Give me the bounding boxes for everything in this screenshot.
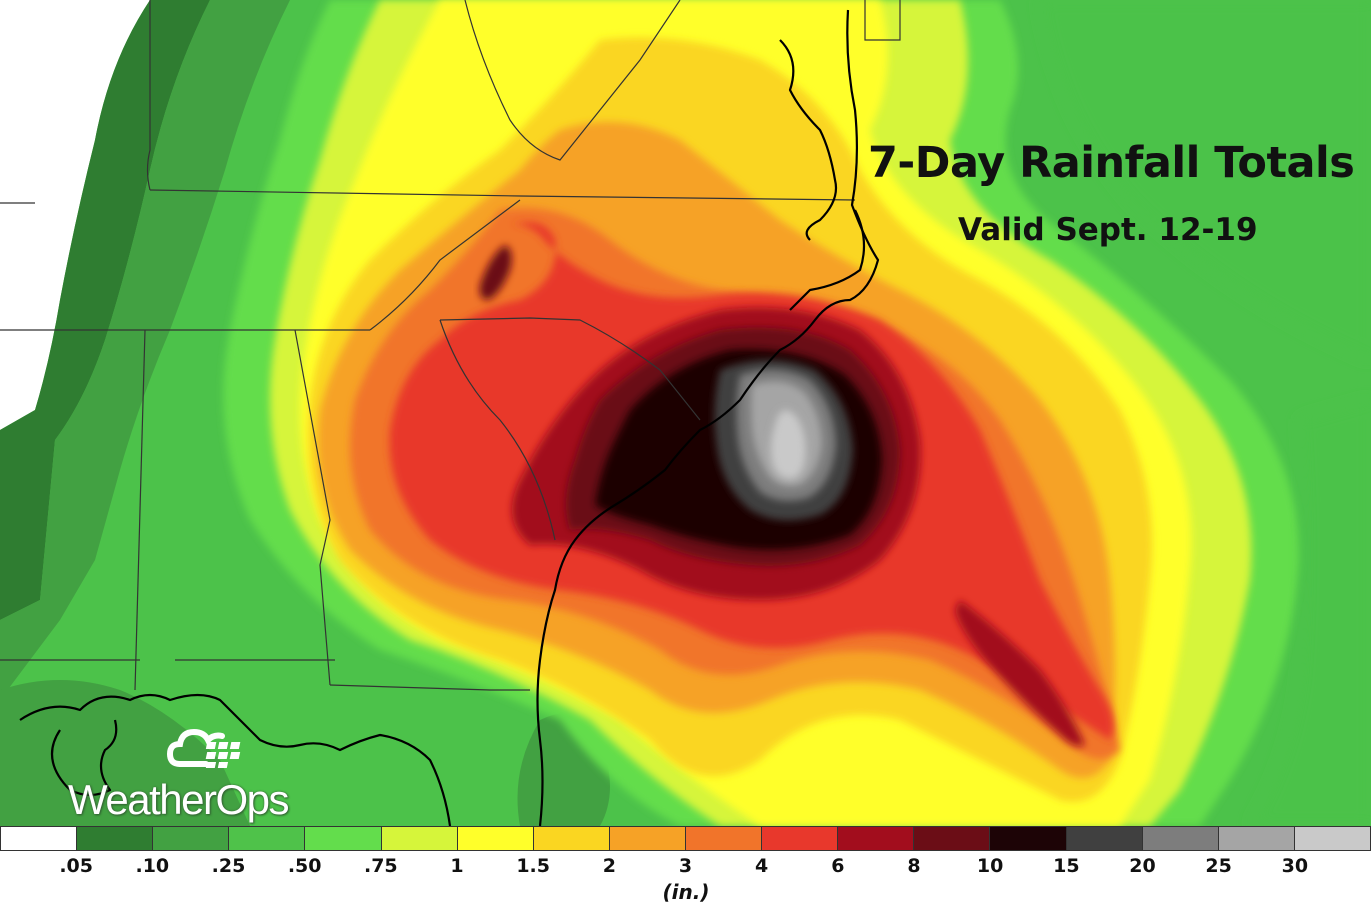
coastline-sounds — [789, 209, 866, 311]
legend-tick-label: 8 — [907, 855, 921, 877]
rain-zone-crimson-band — [955, 600, 1085, 747]
rain-zone-dark-green-west — [0, 0, 210, 620]
cloud-globe-icon — [166, 728, 241, 768]
legend-tick-label: 15 — [1053, 855, 1080, 877]
color-legend: .05 .10 .25 .50 .75 1 1.5 2 3 4 6 8 10 15 20 25 30 (in.) — [0, 826, 1371, 904]
map-title: 7-Day Rainfall Totals — [868, 138, 1355, 188]
border-line — [134, 329, 146, 691]
legend-tick-label: .50 — [287, 855, 322, 877]
legend-swatch — [229, 827, 306, 850]
rain-zone-silver — [770, 410, 806, 479]
legend-tick-label: .25 — [211, 855, 246, 877]
legend-tick-label: 3 — [678, 855, 693, 877]
legend-tick-label: 30 — [1281, 855, 1309, 877]
legend-tick-label: 1 — [450, 855, 464, 877]
legend-swatch — [1, 827, 78, 850]
legend-swatch — [990, 827, 1067, 850]
weatherops-logo: WeatherOps — [62, 720, 372, 830]
map-subtitle: Valid Sept. 12-19 — [958, 212, 1258, 248]
legend-swatch — [1142, 827, 1219, 850]
state-borders — [0, 0, 901, 691]
rain-zone-green-northeast — [1040, 0, 1371, 360]
coastline — [19, 9, 880, 826]
legend-tick-label: .75 — [363, 855, 398, 877]
legend-tick-label: .10 — [135, 855, 170, 877]
legend-tick-label: 2 — [602, 855, 616, 877]
legend-swatch — [457, 827, 534, 850]
legend-swatch — [533, 827, 610, 850]
legend-swatch — [305, 827, 382, 850]
border-line — [149, 189, 856, 201]
legend-tick-label: 1.5 — [516, 855, 550, 877]
border-line — [146, 0, 151, 191]
rainfall-map — [0, 0, 1371, 826]
rain-zone-green-gulf — [0, 680, 250, 826]
legend-swatch — [1294, 827, 1370, 850]
legend-swatch — [1218, 827, 1295, 850]
border-line — [329, 684, 530, 691]
rain-zone-green-southeast — [1250, 400, 1371, 826]
border-line — [464, 0, 681, 161]
border-line — [369, 199, 521, 331]
border-line — [864, 0, 901, 41]
legend-swatch — [153, 827, 230, 850]
legend-swatch — [685, 827, 763, 850]
logo-text: WeatherOps — [68, 776, 290, 823]
legend-tick-label: 10 — [976, 855, 1004, 877]
coastline-delta — [50, 719, 118, 797]
legend-tick-label: 6 — [831, 855, 845, 877]
legend-swatch — [77, 827, 154, 850]
legend-tick-label: 4 — [755, 855, 769, 877]
coastline-gulf — [19, 693, 452, 826]
border-line — [294, 329, 331, 686]
legend-tick-label: .05 — [59, 855, 93, 877]
legend-swatch — [1066, 827, 1143, 850]
legend-swatch — [609, 827, 686, 850]
rain-contours — [223, 0, 1300, 826]
border-line — [439, 317, 701, 421]
legend-swatch — [838, 827, 915, 850]
rain-zone-dry-west — [0, 0, 150, 430]
legend-color-bar — [0, 826, 1371, 851]
rain-zone-maroon-streak — [479, 245, 512, 300]
border-line — [439, 319, 556, 541]
legend-unit-label: (in.) — [662, 880, 710, 904]
legend-swatch — [762, 827, 839, 850]
legend-swatch — [914, 827, 991, 850]
legend-tick-label: 25 — [1205, 855, 1232, 877]
coastline-bay — [779, 39, 838, 241]
legend-swatch — [381, 827, 458, 850]
legend-tick-label: 20 — [1129, 855, 1156, 877]
